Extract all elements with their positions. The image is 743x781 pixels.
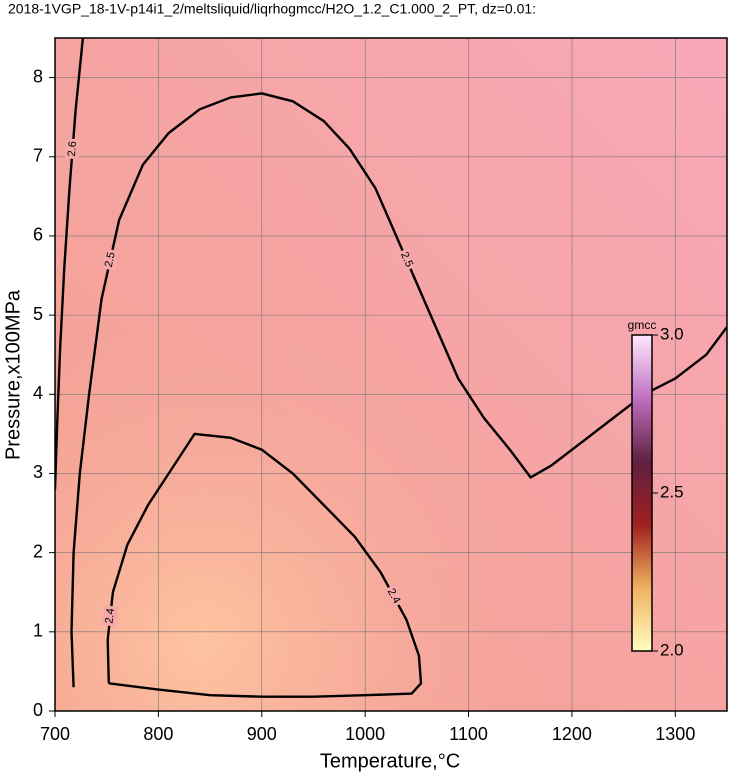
y-tick-label: 6: [33, 225, 43, 245]
y-tick-label: 3: [33, 462, 43, 482]
contour-label-group: 2.4: [102, 605, 119, 627]
colorbar-label: gmcc: [628, 318, 657, 332]
x-tick-label: 1100: [449, 724, 488, 744]
colorbar: gmcc 2.0 2.5 3.0: [628, 318, 684, 659]
x-tick-label: 1300: [655, 724, 695, 744]
contour-line: [70, 92, 727, 688]
plot-frame: [54, 37, 728, 712]
y-tick-label: 7: [33, 146, 43, 166]
plot-shading: [55, 38, 727, 711]
x-tick-label: 800: [143, 724, 173, 744]
y-tick-label: 2: [33, 541, 43, 561]
contour-label-bg: [382, 584, 405, 609]
contour-label: 2.5: [103, 251, 118, 269]
chart-title: 2018-1VGP_18-1V-p14i1_2/meltsliquid/liqr…: [8, 1, 536, 17]
colorbar-tick-label: 2.5: [660, 482, 684, 501]
contour-label-group: 2.4: [382, 584, 405, 609]
x-axis-label: Temperature,°C: [320, 750, 460, 772]
colorbar-tick-label: 3.0: [660, 324, 684, 343]
contour-label-bg: [64, 138, 81, 160]
y-tick-label: 0: [33, 700, 43, 720]
contour-label: 2.6: [66, 141, 79, 157]
contour-line: [106, 432, 423, 698]
x-tick-label: 900: [247, 724, 277, 744]
y-tick-label: 5: [33, 304, 43, 324]
colorbar-tick-label: 2.0: [660, 640, 684, 659]
x-tick-label: 1000: [345, 724, 385, 744]
contour-label-bg: [396, 247, 417, 272]
x-tick-label: 1200: [552, 724, 592, 744]
contour-label-bg: [101, 248, 120, 271]
y-axis-label: Pressure,x100MPa: [2, 289, 24, 460]
axes: 700 800 900 1000 1100 1200 1300 0 1 2 3 4 5 6 7 8: [33, 66, 695, 743]
contour-label-group: 2.5: [101, 248, 120, 271]
y-tick-label: 4: [33, 383, 43, 403]
contour-label-group: 2.6: [64, 138, 81, 160]
y-tick-label: 8: [33, 66, 43, 86]
contour-label: 2.4: [103, 608, 117, 625]
contour-label-bg: [102, 605, 119, 627]
contour-label: 2.5: [398, 250, 415, 269]
colorbar-scale: [631, 334, 653, 652]
contour-line: [55, 38, 85, 490]
contour-label-group: 2.5: [396, 247, 417, 272]
contours: 2.6 2.5 2.5 2.4 2.4: [55, 38, 727, 698]
y-tick-label: 1: [33, 621, 43, 641]
x-tick-label: 700: [40, 724, 70, 744]
